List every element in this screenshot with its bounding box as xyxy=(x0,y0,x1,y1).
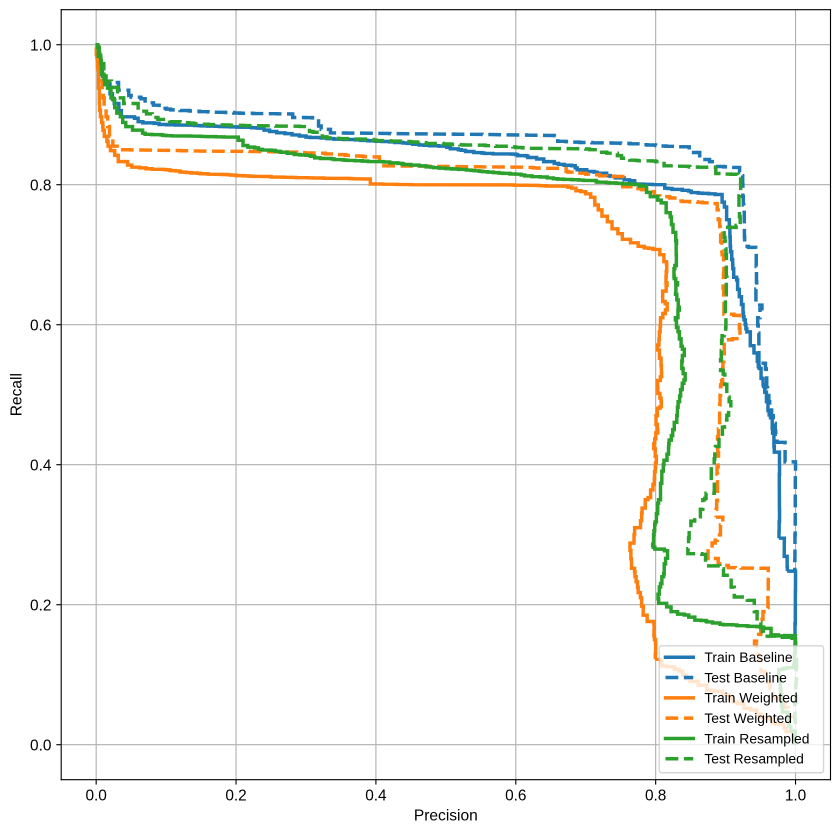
svg-text:0.8: 0.8 xyxy=(645,788,666,805)
svg-text:0.4: 0.4 xyxy=(30,457,52,474)
svg-text:Precision: Precision xyxy=(414,808,478,825)
svg-text:Train Weighted: Train Weighted xyxy=(704,690,797,706)
svg-text:Test Weighted: Test Weighted xyxy=(704,710,792,726)
svg-text:Test Baseline: Test Baseline xyxy=(704,669,787,685)
svg-text:Train Baseline: Train Baseline xyxy=(704,649,792,665)
svg-text:Test Resampled: Test Resampled xyxy=(704,751,803,767)
svg-text:1.0: 1.0 xyxy=(785,788,806,805)
svg-text:0.4: 0.4 xyxy=(365,788,387,805)
svg-text:Recall: Recall xyxy=(8,373,25,416)
svg-text:1.0: 1.0 xyxy=(30,37,51,54)
svg-text:0.0: 0.0 xyxy=(30,737,51,754)
svg-text:0.0: 0.0 xyxy=(85,788,106,805)
svg-text:0.8: 0.8 xyxy=(30,177,51,194)
svg-text:0.6: 0.6 xyxy=(505,788,526,805)
svg-text:0.2: 0.2 xyxy=(30,597,51,614)
svg-text:Train Resampled: Train Resampled xyxy=(704,730,817,746)
svg-text:0.6: 0.6 xyxy=(30,317,51,334)
svg-text:0.2: 0.2 xyxy=(225,788,246,805)
